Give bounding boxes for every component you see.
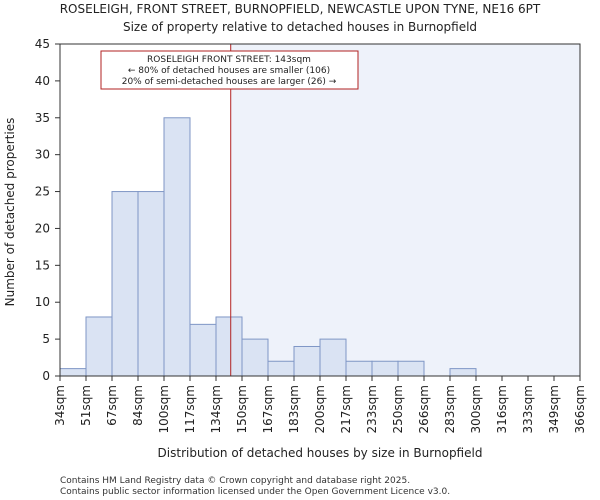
y-tick-label: 15 — [35, 258, 50, 272]
y-tick-label: 0 — [42, 369, 50, 383]
y-tick-label: 25 — [35, 185, 50, 199]
histogram-bar — [267, 360, 295, 377]
x-tick-label: 233sqm — [365, 385, 379, 433]
histogram-bar — [189, 323, 217, 377]
y-tick-label: 10 — [35, 295, 50, 309]
chart-subtitle: Size of property relative to detached ho… — [123, 20, 477, 34]
histogram-bar — [371, 360, 399, 377]
annotation-line-1: ROSELEIGH FRONT STREET: 143sqm — [147, 55, 311, 65]
x-tick-label: 100sqm — [157, 385, 171, 433]
histogram-bar — [163, 117, 191, 377]
x-tick-label: 316sqm — [495, 385, 509, 433]
y-tick-label: 30 — [35, 148, 50, 162]
x-tick-label: 117sqm — [183, 385, 197, 433]
x-tick-label: 283sqm — [443, 385, 457, 433]
x-tick-label: 366sqm — [573, 385, 587, 433]
x-tick-label: 67sqm — [105, 385, 119, 426]
histogram-bar — [241, 338, 269, 377]
histogram-bar — [449, 368, 477, 377]
histogram-bar — [137, 191, 165, 377]
annotation-line-2: ← 80% of detached houses are smaller (10… — [128, 66, 330, 76]
x-tick-label: 333sqm — [521, 385, 535, 433]
x-tick-label: 134sqm — [209, 385, 223, 433]
x-tick-label: 51sqm — [79, 385, 93, 426]
histogram-bar — [293, 345, 321, 377]
chart-title: ROSELEIGH, FRONT STREET, BURNOPFIELD, NE… — [60, 2, 541, 16]
histogram-bar — [397, 360, 425, 377]
annotation-box — [100, 50, 359, 90]
y-tick-label: 35 — [35, 111, 50, 125]
y-tick-label: 40 — [35, 74, 50, 88]
x-tick-label: 150sqm — [235, 385, 249, 433]
footer-line-2: Contains public sector information licen… — [60, 487, 450, 497]
footer-line-1: Contains HM Land Registry data © Crown c… — [60, 476, 410, 486]
histogram-bar — [111, 191, 139, 377]
histogram-bar — [59, 368, 87, 377]
y-tick-label: 5 — [42, 332, 50, 346]
histogram-bar — [319, 338, 347, 377]
x-tick-label: 349sqm — [547, 385, 561, 433]
x-tick-label: 200sqm — [313, 385, 327, 433]
y-tick-label: 20 — [35, 221, 50, 235]
x-tick-label: 183sqm — [287, 385, 301, 433]
x-tick-label: 266sqm — [417, 385, 431, 433]
x-tick-label: 84sqm — [131, 385, 145, 426]
histogram-bar — [345, 360, 373, 377]
y-axis-label: Number of detached properties — [3, 118, 17, 307]
y-tick-label: 45 — [35, 37, 50, 51]
histogram-bar — [215, 316, 243, 377]
x-tick-label: 34sqm — [53, 385, 67, 426]
x-tick-label: 250sqm — [391, 385, 405, 433]
annotation-line-3: 20% of semi-detached houses are larger (… — [122, 77, 337, 87]
x-tick-label: 217sqm — [339, 385, 353, 433]
larger-region-shade — [230, 44, 580, 376]
x-tick-label: 167sqm — [261, 385, 275, 433]
property-annotation: ROSELEIGH FRONT STREET: 143sqm ← 80% of … — [100, 50, 359, 90]
x-tick-label: 300sqm — [469, 385, 483, 433]
x-axis-label: Distribution of detached houses by size … — [158, 446, 483, 460]
histogram-bar — [85, 316, 113, 377]
